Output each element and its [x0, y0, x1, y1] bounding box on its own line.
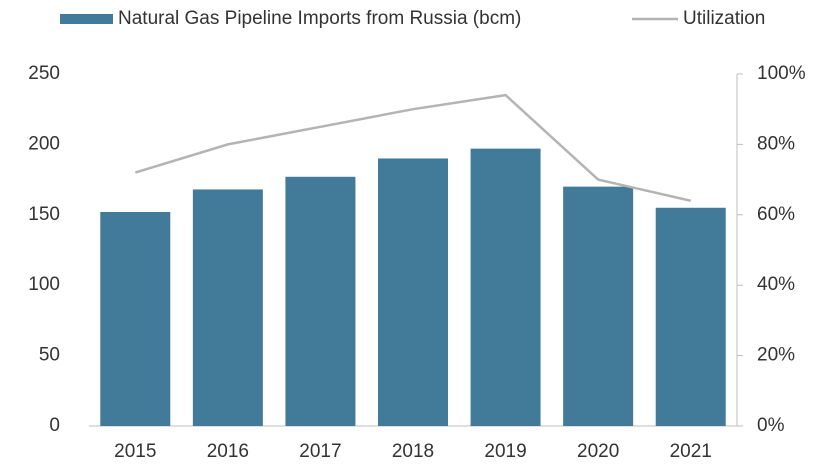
y2-tick-label: 40% — [757, 274, 795, 295]
x-tick-label: 2019 — [484, 441, 526, 462]
y-tick-label: 50 — [39, 345, 60, 366]
x-tick-label: 2016 — [207, 441, 249, 462]
y-tick-label: 0 — [49, 415, 60, 436]
y2-tick-label: 0% — [757, 415, 785, 436]
x-tick-label: 2020 — [577, 441, 619, 462]
bar — [285, 176, 356, 426]
y2-tick-label: 100% — [757, 63, 806, 84]
x-tick-label: 2018 — [392, 441, 434, 462]
legend-label: Natural Gas Pipeline Imports from Russia… — [118, 8, 521, 29]
y-tick-label: 200 — [28, 133, 60, 154]
bar — [378, 158, 448, 427]
legend-label: Utilization — [683, 8, 765, 29]
bar — [655, 207, 726, 426]
y2-tick-label: 80% — [757, 133, 795, 154]
y-tick-label: 250 — [28, 63, 60, 84]
y-tick-label: 100 — [28, 274, 60, 295]
x-tick-label: 2017 — [299, 441, 341, 462]
line — [134, 93, 691, 202]
x-tick-label: 2021 — [670, 441, 712, 462]
bar — [563, 186, 634, 426]
x-tick-label: 2015 — [114, 441, 156, 462]
legend-swatch — [60, 14, 113, 24]
y2-tick-label: 20% — [757, 345, 795, 366]
bar — [192, 189, 263, 426]
y-tick-label: 150 — [28, 204, 60, 225]
bar — [100, 211, 171, 426]
bar — [470, 148, 541, 426]
y2-tick-label: 60% — [757, 204, 795, 225]
